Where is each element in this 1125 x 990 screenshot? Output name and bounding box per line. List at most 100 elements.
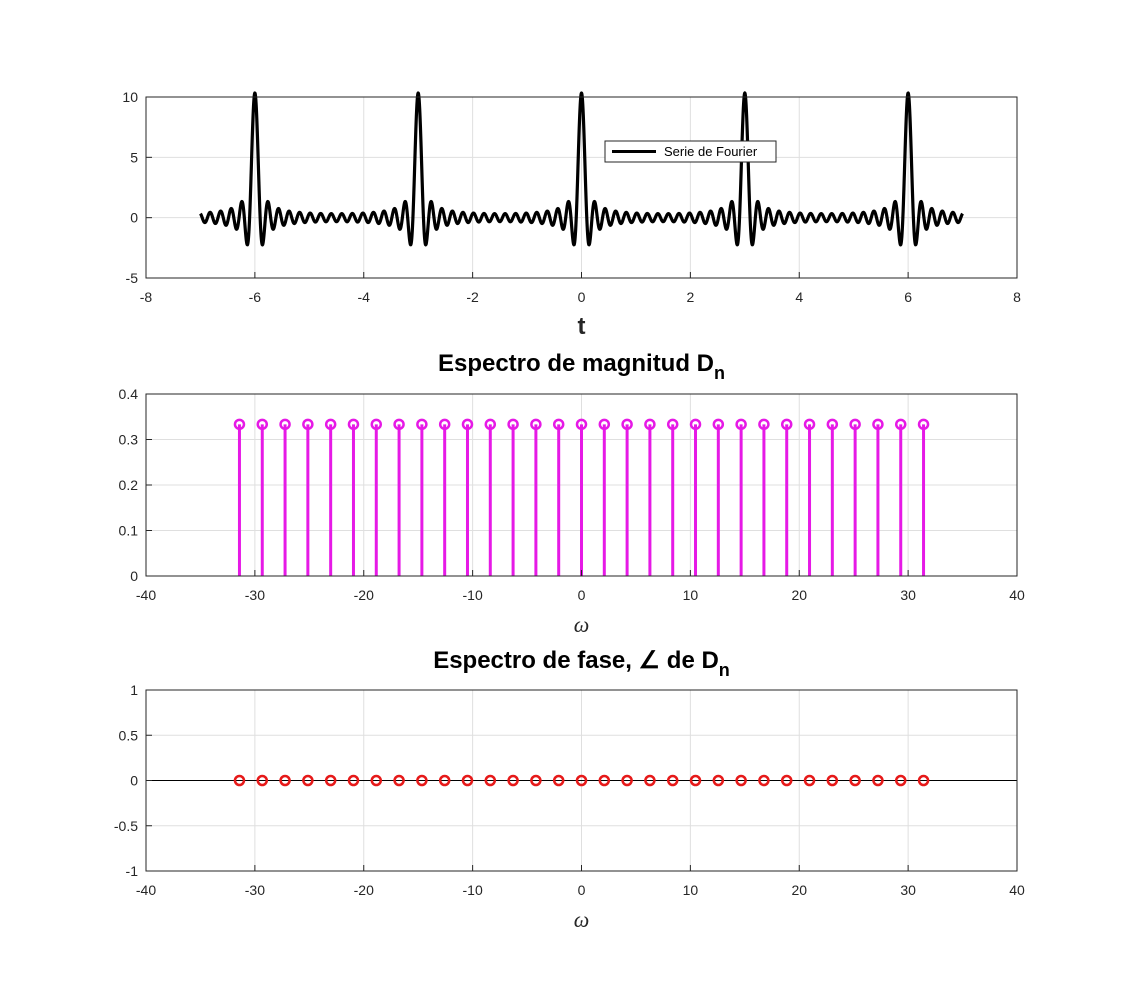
x-tick-label-fourier: 8	[1013, 289, 1021, 305]
stem-marker-phase	[507, 774, 519, 787]
y-tick-label-magnitude: 0	[130, 568, 138, 584]
stem-marker-phase	[347, 774, 360, 787]
axes-magnitude-spectrum: Espectro de magnitud Dn -40 -30 -20 -10 0 10 2…	[119, 350, 1025, 637]
axes-phase-spectrum: Espectro de fase, ∠ de Dn -40 -30 -20 -10 0 1…	[114, 647, 1025, 932]
stem-marker-magnitude	[644, 418, 656, 431]
x-tick-label-phase: -30	[245, 882, 265, 898]
x-tick-label-phase: 10	[683, 882, 699, 898]
x-axis-label-magnitude: ω	[574, 612, 590, 637]
y-tick-label-magnitude: 0.1	[119, 523, 139, 539]
stem-marker-magnitude	[324, 418, 337, 431]
stem-marker-phase	[233, 774, 246, 787]
stem-marker-phase	[826, 774, 839, 787]
stem-marker-phase	[438, 774, 451, 787]
x-axis-label-phase: ω	[574, 907, 590, 932]
y-tick-label-phase: -1	[126, 863, 139, 879]
x-tick-label-magnitude: 10	[683, 587, 699, 603]
y-tick-label-phase: 0	[130, 773, 138, 789]
stem-marker-magnitude	[712, 418, 725, 431]
stem-marker-magnitude	[780, 418, 793, 431]
x-tick-label-magnitude: -40	[136, 587, 156, 603]
stem-marker-phase	[484, 774, 497, 787]
title-phase-subscript: n	[719, 660, 730, 680]
stem-marker-magnitude	[826, 418, 839, 431]
stem-marker-magnitude	[849, 418, 861, 431]
title-phase-spectrum: Espectro de fase, ∠ de Dn	[433, 647, 730, 680]
stem-marker-magnitude	[507, 418, 519, 431]
stem-marker-phase	[644, 774, 656, 787]
stem-marker-magnitude	[302, 418, 314, 431]
stem-marker-magnitude	[575, 418, 588, 431]
stem-marker-phase	[621, 774, 633, 787]
y-tick-label-fourier: 0	[130, 210, 138, 226]
x-tick-label-phase: 40	[1009, 882, 1025, 898]
legend-box	[604, 140, 777, 163]
stem-marker-magnitude	[894, 418, 907, 431]
x-tick-label-fourier: -2	[466, 289, 479, 305]
y-tick-label-magnitude: 0.4	[119, 386, 139, 402]
stem-marker-phase	[598, 774, 611, 787]
stem-marker-magnitude	[279, 418, 291, 431]
x-tick-label-phase: -20	[354, 882, 374, 898]
stem-marker-magnitude	[552, 418, 565, 431]
stem-marker-magnitude	[872, 418, 884, 431]
x-tick-label-phase: 0	[578, 882, 586, 898]
x-axis-label-fourier: t	[578, 313, 586, 340]
stem-marker-phase	[552, 774, 565, 787]
stem-marker-magnitude	[370, 418, 383, 431]
stem-marker-phase	[393, 774, 405, 787]
x-tick-label-magnitude: -10	[463, 587, 483, 603]
stem-marker-phase	[803, 774, 816, 787]
x-tick-label-fourier: 2	[686, 289, 694, 305]
ticks-magnitude	[145, 393, 1018, 577]
stem-marker-magnitude	[689, 418, 702, 431]
stem-marker-magnitude	[393, 418, 405, 431]
y-tick-label-phase: 1	[130, 682, 138, 698]
x-tick-label-phase: 20	[791, 882, 807, 898]
x-tick-label-phase: 30	[900, 882, 916, 898]
x-tick-label-fourier: 4	[795, 289, 803, 305]
x-tick-label-phase: -10	[463, 882, 483, 898]
stem-marker-magnitude	[484, 418, 497, 431]
stem-marker-phase	[324, 774, 337, 787]
tick-labels-magnitude: -40 -30 -20 -10 0 10 20 30 40 0 0.1 0.2 0.3 0.4	[119, 386, 1025, 603]
title-magnitude-main: Espectro de magnitud D	[438, 350, 714, 377]
stem-marker-phase	[917, 774, 930, 787]
series-line-serie-de-fourier	[199, 91, 964, 247]
x-tick-label-magnitude: 30	[900, 587, 916, 603]
title-magnitude-subscript: n	[714, 363, 725, 383]
stem-marker-phase	[735, 774, 747, 787]
stem-marker-phase	[256, 774, 269, 787]
title-magnitude-spectrum: Espectro de magnitud Dn	[438, 350, 725, 383]
title-phase-main: Espectro de fase, ∠ de D	[433, 647, 719, 674]
y-tick-label-phase: 0.5	[119, 727, 139, 743]
stem-marker-magnitude	[758, 418, 770, 431]
stem-marker-phase	[416, 774, 428, 787]
x-tick-label-magnitude: 0	[578, 587, 586, 603]
marks-fourier	[199, 91, 964, 247]
stem-marker-magnitude	[416, 418, 428, 431]
stem-marker-phase	[575, 774, 588, 787]
stem-marker-magnitude	[256, 418, 269, 431]
tick-labels-phase: -40 -30 -20 -10 0 10 20 30 40 -1 -0.5 0 0.5 1	[114, 682, 1025, 898]
marks-magnitude	[233, 418, 930, 576]
stem-marker-phase	[849, 774, 861, 787]
x-tick-label-fourier: 6	[904, 289, 912, 305]
stem-marker-phase	[689, 774, 702, 787]
ticks-phase	[145, 689, 1018, 872]
y-tick-label-fourier: 5	[130, 149, 138, 165]
legend-fourier: Serie de Fourier	[604, 140, 777, 163]
stem-marker-magnitude	[621, 418, 633, 431]
stem-marker-magnitude	[666, 418, 679, 431]
stem-marker-magnitude	[347, 418, 360, 431]
stem-marker-phase	[894, 774, 907, 787]
y-tick-label-magnitude: 0.3	[119, 432, 139, 448]
x-tick-label-fourier: -4	[358, 289, 371, 305]
stem-marker-phase	[302, 774, 314, 787]
x-tick-label-magnitude: -30	[245, 587, 265, 603]
stem-marker-magnitude	[438, 418, 451, 431]
stem-marker-magnitude	[461, 418, 474, 431]
x-tick-label-fourier: 0	[578, 289, 586, 305]
y-tick-label-fourier: -5	[126, 270, 139, 286]
